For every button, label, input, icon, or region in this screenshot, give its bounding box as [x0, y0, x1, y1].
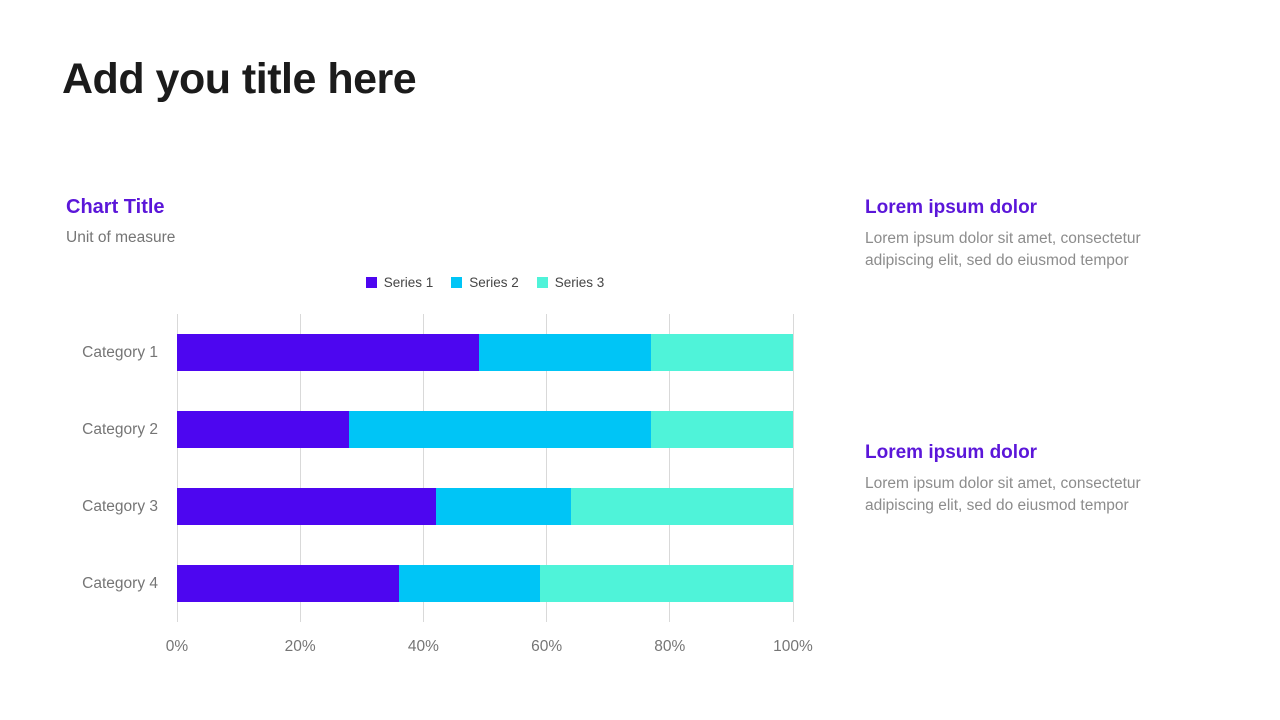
bar-segment-series-1: [177, 565, 399, 602]
bar-row: [177, 565, 793, 602]
gridline: [546, 314, 548, 622]
x-axis-tick-label: 40%: [407, 638, 439, 655]
chart-plot: [176, 314, 794, 622]
chart-x-axis: 0% 20% 40% 60% 80% 100%: [166, 638, 813, 660]
legend-label: Series 3: [554, 275, 605, 290]
bar-segment-series-2: [478, 334, 652, 371]
text-block-2-heading: Lorem ipsum dolor: [865, 442, 1038, 463]
text-block-1-body: Lorem ipsum dolor sit amet, consectetur …: [865, 230, 1141, 269]
bar-row: [177, 334, 793, 371]
text-block-1: Lorem ipsum dolor Lorem ipsum dolor sit …: [865, 197, 1200, 271]
bar-segment-series-2: [398, 565, 541, 602]
bar-segment-series-2: [435, 488, 572, 525]
x-axis-tick-label: 100%: [773, 638, 813, 655]
bar-row: [177, 411, 793, 448]
category-label: Category 1: [82, 343, 158, 361]
x-axis-tick-label: 0%: [165, 638, 189, 655]
legend-label: Series 2: [469, 275, 519, 290]
legend-swatch-icon: [451, 277, 463, 288]
bar-segment-series-1: [177, 411, 350, 448]
legend-item: Series 1: [365, 275, 434, 290]
slide-title: Add you title here: [62, 55, 417, 103]
gridline: [422, 314, 424, 622]
gridline: [792, 314, 794, 622]
gridline: [176, 314, 178, 622]
chart-title: Chart Title: [66, 196, 165, 218]
bar-segment-series-3: [571, 488, 793, 525]
bar-segment-series-1: [177, 488, 436, 525]
category-label: Category 4: [82, 574, 158, 592]
gridline: [299, 314, 301, 622]
bar-segment-series-3: [651, 411, 793, 448]
x-axis-tick-label: 60%: [531, 638, 563, 655]
x-axis-tick-label: 20%: [284, 638, 316, 655]
chart-legend: Series 1 Series 2 Series 3: [177, 275, 793, 290]
text-block-1-heading: Lorem ipsum dolor: [865, 197, 1038, 218]
bar-segment-series-2: [349, 411, 652, 448]
legend-item: Series 2: [451, 275, 519, 290]
chart-category-labels: Category 1 Category 2 Category 3 Category 4: [0, 314, 158, 622]
text-block-2: Lorem ipsum dolor Lorem ipsum dolor sit …: [865, 442, 1200, 516]
legend-item: Series 3: [536, 275, 605, 290]
legend-label: Series 1: [383, 275, 434, 290]
chart-unit-label: Unit of measure: [66, 229, 176, 246]
category-label: Category 2: [82, 420, 158, 438]
category-label: Category 3: [82, 497, 158, 515]
bar-row: [177, 488, 793, 525]
legend-swatch-icon: [365, 277, 377, 288]
bar-segment-series-3: [540, 565, 793, 602]
text-block-2-body: Lorem ipsum dolor sit amet, consectetur …: [865, 475, 1141, 514]
bar-segment-series-1: [177, 334, 479, 371]
x-axis-tick-label: 80%: [654, 638, 686, 655]
bar-segment-series-3: [651, 334, 793, 371]
legend-swatch-icon: [536, 277, 548, 288]
gridline: [669, 314, 671, 622]
